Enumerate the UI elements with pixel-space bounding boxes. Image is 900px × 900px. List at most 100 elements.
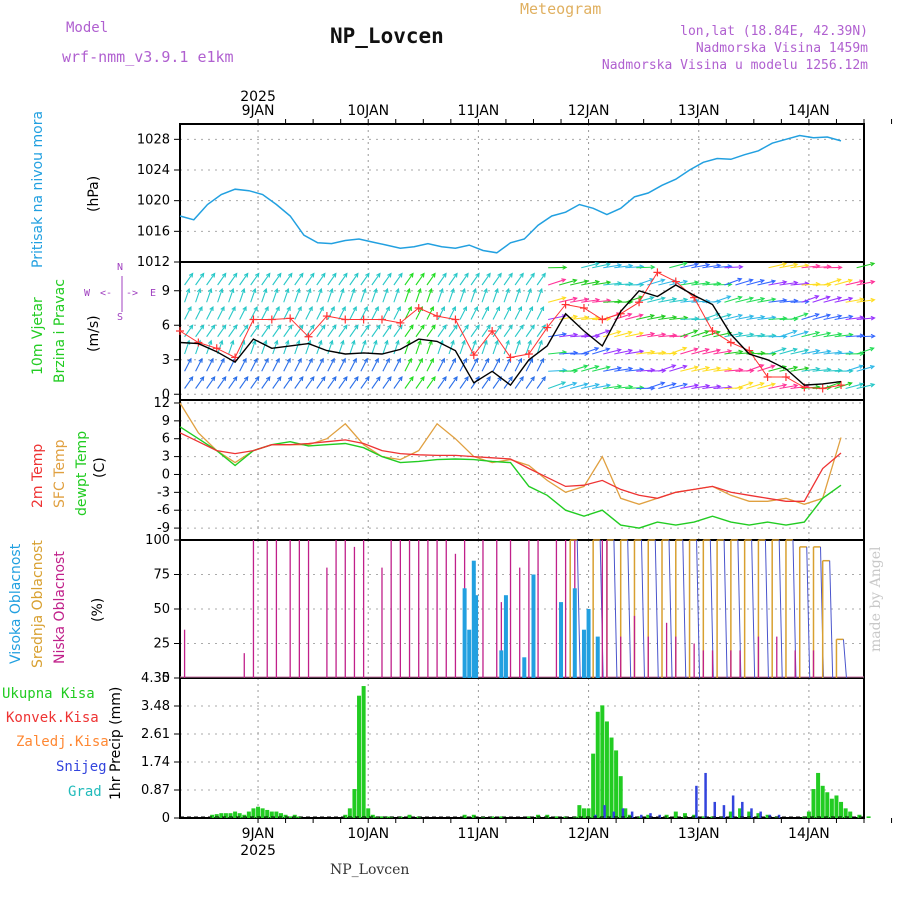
wind-arrow — [228, 376, 238, 389]
wind-arrow-head — [362, 339, 367, 345]
wind-arrow-head — [387, 272, 392, 278]
wind-arrow-head — [209, 305, 214, 312]
precip-total-bar — [379, 816, 384, 818]
wind-arrow — [592, 348, 610, 355]
wind-arrow — [768, 299, 787, 303]
wind-arrow — [581, 347, 599, 355]
wind-arrow-head — [376, 272, 381, 278]
bottom-date-label: 12JAN — [568, 826, 610, 842]
wind-arrow — [691, 330, 709, 338]
wind-arrow — [713, 350, 732, 355]
wind-arrow-head — [229, 287, 235, 294]
wind-arrow — [305, 358, 313, 372]
wind-arrow — [184, 376, 194, 389]
wind-arrow-head — [497, 272, 502, 278]
wind-arrow — [503, 306, 511, 320]
wind-gust-marker — [818, 384, 827, 393]
wind-arrow-head — [538, 287, 543, 294]
wind-arrow — [426, 288, 433, 303]
wind-arrow — [294, 288, 300, 303]
wind-arrow — [691, 366, 710, 372]
wind-arrow-head — [516, 287, 521, 294]
wind-arrow-head — [321, 272, 326, 278]
wind-arrow-head — [594, 382, 600, 388]
wind-arrow — [349, 358, 357, 372]
bottom-date-label: 11JAN — [458, 826, 500, 842]
precip-total-bar — [637, 816, 642, 818]
wind-arrow-head — [462, 357, 467, 363]
compass-n: N — [117, 262, 124, 273]
wind-arrow — [790, 349, 809, 355]
wind-arrow — [856, 383, 875, 390]
wind-arrow — [272, 358, 280, 372]
wind-arrow — [371, 376, 381, 389]
wind-arrow-head — [847, 381, 853, 387]
wind-arrow-head — [428, 287, 433, 294]
wind-arrow-head — [220, 357, 225, 363]
wind-arrow-head — [243, 272, 249, 278]
wind-arrow — [823, 315, 842, 321]
precip-total-bar — [581, 808, 586, 818]
wind-arrow-head — [541, 376, 546, 382]
y-tick-label: 0.87 — [141, 783, 170, 798]
wind-arrow-head — [453, 272, 458, 278]
wind-arrow-head — [287, 272, 293, 278]
wind-arrow — [404, 288, 411, 303]
wind-arrow-head — [715, 312, 721, 317]
cloud-mid-edge — [723, 539, 728, 679]
precip-total-bar — [728, 811, 733, 818]
precip-total-bar — [866, 816, 871, 818]
wind-arrow-head — [748, 278, 754, 283]
wind-arrow-head — [705, 262, 711, 268]
wind-arrow — [614, 386, 633, 390]
wind-arrow — [338, 288, 344, 303]
wind-arrow-head — [508, 272, 513, 278]
wind-arrow-head — [716, 366, 722, 371]
wind-arrow — [845, 365, 863, 372]
wind-arrow-head — [472, 339, 477, 345]
wind-arrow — [217, 273, 227, 286]
wind-arrow — [239, 324, 249, 338]
wind-arrow — [845, 298, 864, 303]
wind-arrow — [492, 288, 499, 303]
compass-arrow-w: <- — [100, 288, 113, 299]
wind-arrow-head — [384, 287, 389, 294]
wind-arrow-head — [365, 272, 370, 278]
precip-snow-bar — [759, 811, 762, 818]
wind-arrow — [470, 306, 478, 320]
wind-arrow — [294, 358, 302, 372]
wind-arrow-head — [693, 262, 700, 267]
wind-arrow-head — [462, 305, 467, 312]
wind-arrow — [338, 358, 346, 372]
wind-arrow — [514, 273, 524, 286]
wind-arrow — [327, 306, 335, 320]
wind-arrow-head — [287, 324, 293, 330]
wind-arrow — [437, 376, 447, 389]
wind-arrow-head — [406, 287, 411, 294]
wind-arrow-head — [221, 272, 227, 278]
wind-arrow — [360, 340, 366, 355]
y-tick-label: 6 — [162, 318, 170, 333]
wind-arrow-head — [407, 357, 412, 363]
wind-arrow — [305, 340, 311, 355]
wind-arrow — [702, 349, 721, 355]
wind-arrow-head — [440, 305, 445, 312]
elevation-model-text: Nadmorska Visina u modelu 1256.12m — [601, 58, 868, 73]
wind-arrow-head — [530, 324, 535, 330]
wind-arrow — [283, 340, 289, 355]
wind-arrow-head — [417, 339, 422, 345]
wind-arrow — [448, 288, 455, 303]
wind-arrow-head — [683, 297, 689, 303]
wind-arrow — [217, 288, 223, 303]
wind-arrow — [492, 358, 500, 372]
wind-arrow — [261, 324, 271, 338]
cloud-high-bar — [559, 602, 564, 678]
wind-arrow-head — [505, 287, 510, 294]
wind-arrow-head — [387, 324, 392, 330]
wind-arrow-head — [330, 357, 335, 363]
wind-arrow-head — [185, 287, 191, 294]
wind-arrow — [702, 385, 721, 390]
wind-arrow-head — [286, 305, 291, 312]
wind-arrow-head — [265, 376, 271, 382]
wind-arrow-head — [407, 305, 412, 312]
